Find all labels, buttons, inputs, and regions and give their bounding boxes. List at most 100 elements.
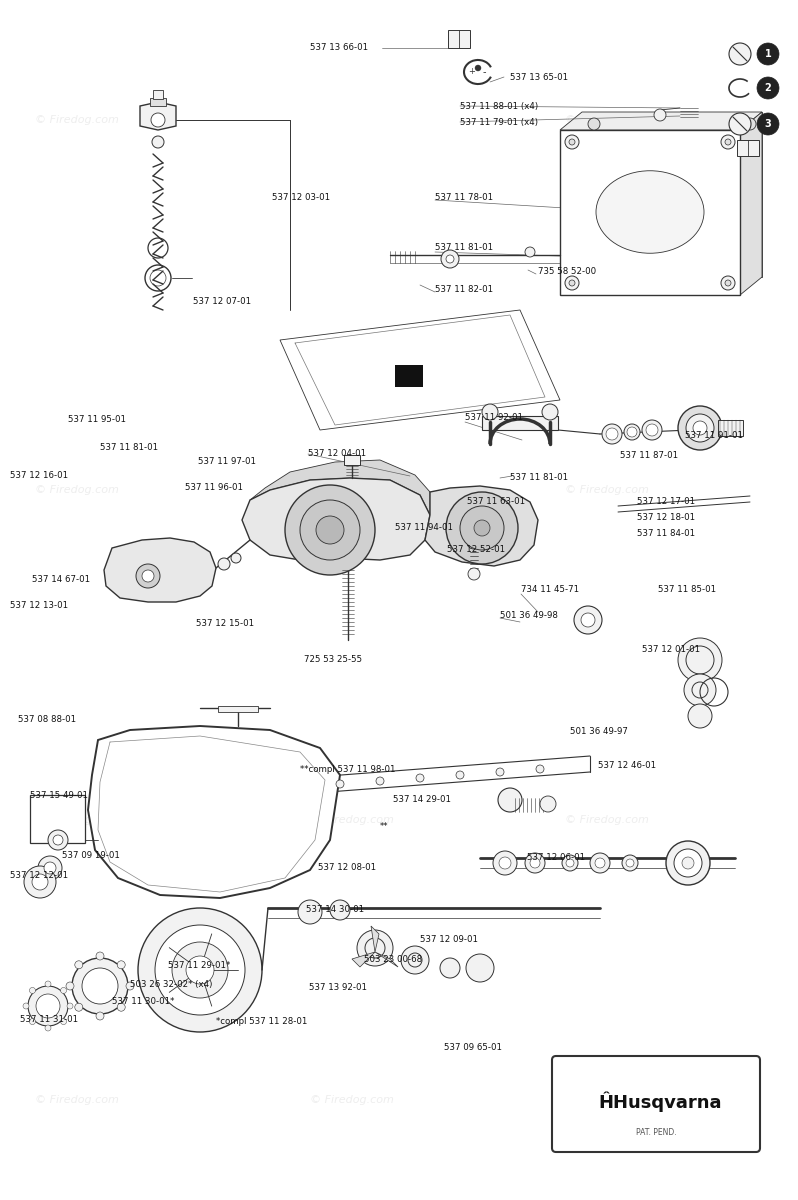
Text: 537 11 97-01: 537 11 97-01	[198, 456, 256, 466]
Circle shape	[682, 857, 694, 869]
Circle shape	[401, 946, 429, 974]
Text: 734 11 45-71: 734 11 45-71	[521, 586, 579, 594]
Circle shape	[562, 854, 578, 871]
Circle shape	[408, 953, 422, 967]
Text: 537 12 46-01: 537 12 46-01	[598, 761, 656, 769]
Text: +: +	[468, 67, 476, 77]
Polygon shape	[582, 112, 762, 277]
Circle shape	[24, 866, 56, 898]
Text: 537 11 63-01: 537 11 63-01	[467, 498, 525, 506]
Text: 537 11 81-01: 537 11 81-01	[510, 474, 568, 482]
Polygon shape	[375, 952, 398, 967]
Circle shape	[66, 982, 74, 990]
Text: © Firedog.com: © Firedog.com	[565, 485, 649, 494]
Circle shape	[475, 65, 481, 71]
Circle shape	[757, 113, 779, 134]
Circle shape	[565, 276, 579, 290]
Circle shape	[45, 982, 51, 986]
Text: 735 58 52-00: 735 58 52-00	[538, 266, 596, 276]
Circle shape	[626, 859, 634, 866]
Text: © Firedog.com: © Firedog.com	[35, 815, 119, 826]
Circle shape	[285, 485, 375, 575]
Circle shape	[468, 568, 480, 580]
Circle shape	[525, 247, 535, 257]
Circle shape	[152, 136, 164, 148]
Circle shape	[757, 43, 779, 65]
Circle shape	[155, 925, 245, 1015]
Text: 537 13 66-01: 537 13 66-01	[310, 43, 368, 53]
Circle shape	[75, 1003, 83, 1012]
Circle shape	[536, 766, 544, 773]
Text: © Firedog.com: © Firedog.com	[310, 1094, 394, 1105]
Circle shape	[67, 1003, 73, 1009]
Polygon shape	[371, 926, 379, 952]
Bar	[150, 98, 166, 106]
Circle shape	[96, 952, 104, 960]
Circle shape	[136, 564, 160, 588]
Circle shape	[336, 780, 344, 788]
Text: 537 11 81-01: 537 11 81-01	[100, 443, 158, 451]
Circle shape	[36, 994, 60, 1018]
Circle shape	[565, 134, 579, 149]
Circle shape	[646, 424, 658, 436]
Circle shape	[725, 139, 731, 145]
Text: 537 11 85-01: 537 11 85-01	[658, 586, 716, 594]
Text: 537 11 84-01: 537 11 84-01	[637, 529, 695, 539]
Circle shape	[569, 280, 575, 286]
Text: 537 11 78-01: 537 11 78-01	[435, 192, 493, 202]
Circle shape	[622, 854, 638, 871]
Circle shape	[82, 968, 118, 1004]
Bar	[30, 794, 85, 842]
Polygon shape	[88, 726, 340, 898]
Circle shape	[23, 1003, 29, 1009]
Circle shape	[688, 704, 712, 728]
Circle shape	[72, 958, 128, 1014]
Bar	[448, 30, 470, 48]
Circle shape	[581, 613, 595, 626]
Text: 503 26 32-02* (x4): 503 26 32-02* (x4)	[130, 979, 212, 989]
Text: 537 11 88-01 (x4): 537 11 88-01 (x4)	[460, 102, 538, 110]
Text: 537 12 16-01: 537 12 16-01	[10, 470, 68, 480]
Text: 537 11 82-01: 537 11 82-01	[435, 286, 493, 294]
Text: 537 11 87-01: 537 11 87-01	[620, 451, 678, 461]
Circle shape	[376, 778, 384, 785]
Text: 537 11 79-01 (x4): 537 11 79-01 (x4)	[460, 118, 538, 126]
Polygon shape	[560, 130, 740, 295]
Circle shape	[151, 113, 165, 127]
Circle shape	[482, 404, 498, 420]
Circle shape	[446, 254, 454, 263]
Circle shape	[588, 118, 600, 130]
Circle shape	[757, 77, 779, 98]
Text: 537 12 04-01: 537 12 04-01	[308, 450, 366, 458]
Text: 537 12 09-01: 537 12 09-01	[420, 936, 478, 944]
Text: 537 11 29-01*: 537 11 29-01*	[168, 961, 231, 971]
Text: 537 09 19-01: 537 09 19-01	[62, 852, 120, 860]
Circle shape	[721, 276, 735, 290]
Circle shape	[674, 850, 702, 877]
Text: 537 12 13-01: 537 12 13-01	[10, 601, 68, 611]
Circle shape	[441, 250, 459, 268]
Text: © Firedog.com: © Firedog.com	[310, 815, 394, 826]
Circle shape	[186, 956, 214, 984]
Circle shape	[138, 908, 262, 1032]
Circle shape	[729, 43, 751, 65]
Text: 503 23 00-68: 503 23 00-68	[364, 955, 422, 965]
Text: 537 11 95-01: 537 11 95-01	[68, 415, 126, 425]
Text: 537 12 12-01: 537 12 12-01	[10, 871, 68, 881]
Polygon shape	[560, 112, 762, 130]
Circle shape	[666, 841, 710, 886]
Circle shape	[38, 856, 62, 880]
Circle shape	[627, 427, 637, 437]
Circle shape	[499, 857, 511, 869]
Text: 537 09 65-01: 537 09 65-01	[444, 1044, 502, 1052]
Text: 537 12 01-01: 537 12 01-01	[642, 644, 700, 654]
Circle shape	[44, 862, 56, 874]
Text: 537 11 92-01: 537 11 92-01	[465, 414, 523, 422]
Text: 537 11 31-01: 537 11 31-01	[20, 1015, 78, 1025]
Circle shape	[590, 853, 610, 874]
Text: 537 12 18-01: 537 12 18-01	[637, 514, 695, 522]
Circle shape	[606, 428, 618, 440]
Circle shape	[595, 858, 605, 868]
Circle shape	[45, 1025, 51, 1031]
Circle shape	[316, 516, 344, 544]
